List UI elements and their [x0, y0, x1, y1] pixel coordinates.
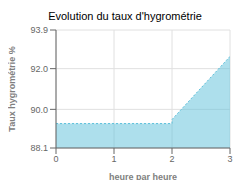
svg-text:92.0: 92.0	[30, 64, 48, 74]
svg-text:1: 1	[111, 154, 116, 164]
svg-text:Taux hygrométrie %: Taux hygrométrie %	[8, 46, 17, 131]
svg-text:3: 3	[227, 154, 232, 164]
svg-text:93.9: 93.9	[30, 25, 48, 35]
svg-text:88.1: 88.1	[30, 143, 48, 153]
svg-text:90.0: 90.0	[30, 105, 48, 115]
svg-text:0: 0	[53, 154, 58, 164]
svg-text:2: 2	[169, 154, 174, 164]
svg-text:heure par heure: heure par heure	[109, 172, 177, 180]
html-text:Evolution du taux d'hygrométri: Evolution du taux d'hygrométrie	[48, 10, 202, 22]
